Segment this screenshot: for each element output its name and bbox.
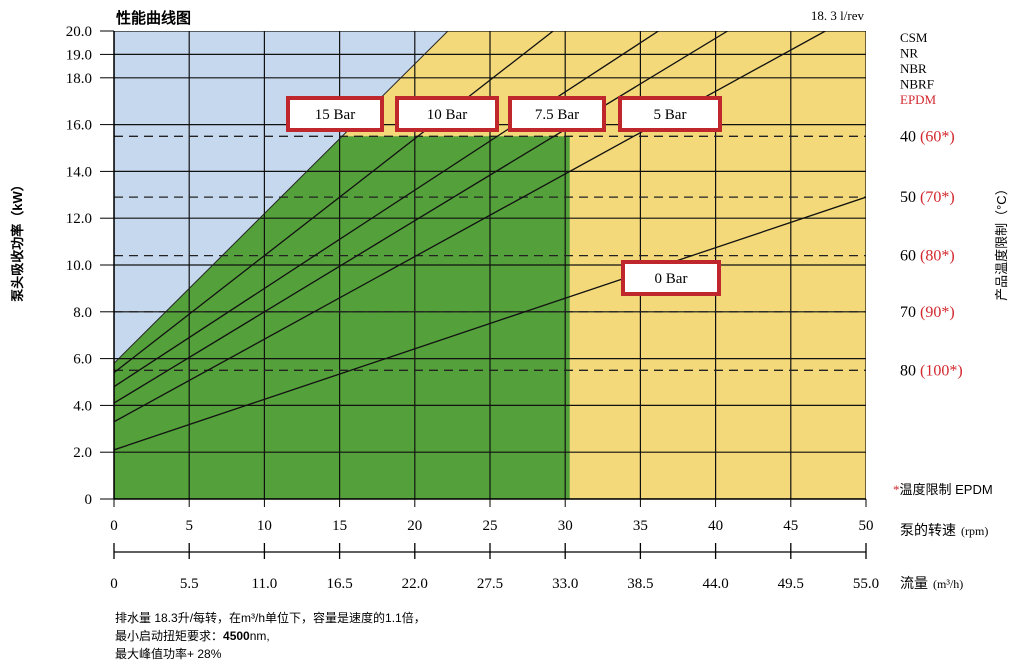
- x-tick-label: 20: [407, 518, 422, 534]
- material-label-csm: CSM: [900, 30, 928, 45]
- footnote: *温度限制 EPDM: [893, 482, 993, 497]
- flow-tick-label: 22.0: [402, 576, 428, 592]
- temperature-value: 70: [900, 304, 920, 321]
- temperature-limit-label: 80 (100*): [900, 362, 963, 379]
- y-tick-label: 2.0: [73, 445, 92, 461]
- x-tick-label: 50: [859, 518, 874, 534]
- x-tick-label: 30: [558, 518, 573, 534]
- note-line-2: 最小启动扭矩要求：4500nm,: [115, 627, 270, 644]
- flow-tick-label: 16.5: [326, 576, 352, 592]
- flow-axis-label-text: 流量: [900, 575, 928, 591]
- note-line-1: 排水量 18.3升/每转，在m³/h单位下，容量是速度的1.1倍，: [115, 609, 426, 626]
- x-tick-label: 40: [708, 518, 723, 534]
- flow-tick-label: 33.0: [552, 576, 578, 592]
- x-tick-label: 0: [110, 518, 118, 534]
- green-region: [114, 136, 570, 499]
- temperature-axis-label: 产品温度限制（°C）: [994, 182, 1009, 301]
- note-line-2-text: 最小启动扭矩要求：: [115, 629, 224, 643]
- temperature-value: 40: [900, 128, 920, 145]
- series-line-15-bar: [114, 31, 554, 374]
- note-line-3: 最大峰值功率+ 28%: [115, 645, 221, 662]
- pressure-label-box-7-5-bar: [508, 96, 606, 132]
- flow-tick-label: 55.0: [853, 576, 879, 592]
- pressure-label-0-bar: 0 Bar: [655, 271, 688, 287]
- y-tick-label: 12.0: [66, 211, 92, 227]
- x-axis-label-text: 泵的转速: [900, 522, 956, 538]
- temperature-epdm-value: (90*): [920, 304, 955, 321]
- x-tick-label: 10: [257, 518, 272, 534]
- material-label-nr: NR: [900, 46, 918, 61]
- flow-axis-label: 流量 (m³/h): [900, 575, 963, 591]
- y-tick-label: 20.0: [66, 24, 92, 40]
- y-tick-label: 6.0: [73, 352, 92, 368]
- y-tick-label: 16.0: [66, 118, 92, 134]
- temperature-limit-label: 70 (90*): [900, 304, 955, 321]
- displacement-label: 18. 3 l/rev: [811, 8, 865, 23]
- y-tick-label: 14.0: [66, 164, 92, 180]
- temperature-value: 60: [900, 248, 920, 265]
- material-label-nbrf: NBRF: [900, 77, 934, 92]
- temperature-epdm-value: (60*): [920, 128, 955, 145]
- footnote-text: 温度限制 EPDM: [900, 482, 993, 497]
- pressure-label-7-5-bar: 7.5 Bar: [535, 107, 579, 123]
- temperature-limit-label: 60 (80*): [900, 248, 955, 265]
- flow-tick-label: 5.5: [180, 576, 199, 592]
- y-tick-label: 10.0: [66, 258, 92, 274]
- y-tick-label: 18.0: [66, 71, 92, 87]
- y-tick-label: 4.0: [73, 398, 92, 414]
- note-line-2-unit: nm,: [249, 629, 270, 643]
- temperature-value: 50: [900, 189, 920, 206]
- temperature-epdm-value: (80*): [920, 248, 955, 265]
- pressure-label-15-bar: 15 Bar: [315, 107, 355, 123]
- flow-tick-label: 11.0: [252, 576, 278, 592]
- material-label-epdm: EPDM: [900, 92, 937, 107]
- x-tick-label: 35: [633, 518, 648, 534]
- max-power-boundary: [114, 31, 449, 364]
- chart-title: 性能曲线图: [116, 9, 191, 27]
- x-axis-label-unit: (rpm): [961, 524, 988, 538]
- pressure-label-box-15-bar: [286, 96, 384, 132]
- pressure-label-box-0-bar: [621, 260, 721, 296]
- y-axis-label: 泵头吸收功率（kW）: [10, 178, 25, 302]
- temperature-epdm-value: (70*): [920, 189, 955, 206]
- note-line-1-text: 排水量 18.3升/每转，在m³/h单位下，容量是速度的1.1倍，: [115, 611, 426, 625]
- note-line-3-text: 最大峰值功率+ 28%: [115, 647, 222, 661]
- series-line-7-5-bar: [114, 31, 728, 404]
- note-line-2-torque: 4500: [223, 629, 250, 643]
- chart-canvas: 性能曲线图 18. 3 l/rev 0 2.0 4.0 6.0 8.0 10.0 12.0 14.…: [10, 5, 1009, 592]
- temperature-limit-label: 40 (60*): [900, 128, 955, 145]
- series-line-10-bar: [114, 31, 659, 388]
- flow-tick-label: 49.5: [778, 576, 804, 592]
- x-tick-label: 15: [332, 518, 347, 534]
- x-axis-label: 泵的转速 (rpm): [900, 522, 988, 538]
- footnote-star: *: [893, 482, 900, 497]
- flow-tick-label: 44.0: [702, 576, 728, 592]
- title-band: [114, 5, 464, 29]
- pressure-label-5-bar: 5 Bar: [654, 107, 687, 123]
- series-line-0-bar: [114, 196, 866, 451]
- flow-axis-label-unit: (m³/h): [933, 577, 963, 591]
- temperature-value: 80: [900, 362, 920, 379]
- x-tick-label: 25: [483, 518, 498, 534]
- flow-tick-label: 27.5: [477, 576, 503, 592]
- material-label-nbr: NBR: [900, 61, 927, 76]
- pressure-label-box-5-bar: [618, 96, 722, 132]
- flow-tick-label: 38.5: [627, 576, 653, 592]
- y-tick-label: 0: [85, 492, 93, 508]
- displacement-band: [760, 5, 866, 29]
- y-tick-label: 8.0: [73, 305, 92, 321]
- flow-tick-label: 0: [110, 576, 118, 592]
- temperature-limit-label: 50 (70*): [900, 189, 955, 206]
- x-tick-label: 45: [783, 518, 798, 534]
- y-tick-label: 19.0: [66, 47, 92, 63]
- temperature-epdm-value: (100*): [920, 362, 963, 379]
- pressure-label-10-bar: 10 Bar: [427, 107, 467, 123]
- x-tick-label: 5: [185, 518, 193, 534]
- pressure-label-box-10-bar: [395, 96, 499, 132]
